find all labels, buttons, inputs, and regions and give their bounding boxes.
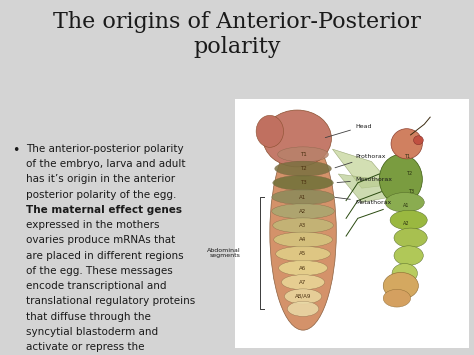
Text: encode transcriptional and: encode transcriptional and xyxy=(26,281,166,291)
Text: A5: A5 xyxy=(300,251,307,256)
Text: A8/A9: A8/A9 xyxy=(295,294,311,299)
Text: The origins of Anterior-Posterior
polarity: The origins of Anterior-Posterior polari… xyxy=(53,11,421,58)
Text: A1: A1 xyxy=(403,203,410,208)
Text: activate or repress the: activate or repress the xyxy=(26,342,145,352)
Ellipse shape xyxy=(273,175,333,190)
FancyBboxPatch shape xyxy=(235,99,469,348)
Text: A3: A3 xyxy=(300,223,307,228)
Ellipse shape xyxy=(270,135,336,330)
Text: A6: A6 xyxy=(300,266,307,271)
Ellipse shape xyxy=(263,110,331,167)
Text: are placed in different regions: are placed in different regions xyxy=(26,251,184,261)
Text: expressed in the mothers: expressed in the mothers xyxy=(26,220,160,230)
Text: T2: T2 xyxy=(406,171,412,176)
Ellipse shape xyxy=(287,301,319,316)
Text: Metathorax: Metathorax xyxy=(335,197,392,205)
Ellipse shape xyxy=(282,275,325,290)
Ellipse shape xyxy=(379,154,422,204)
Text: A1: A1 xyxy=(300,195,307,200)
Text: T1: T1 xyxy=(404,154,410,159)
Text: syncytial blastoderm and: syncytial blastoderm and xyxy=(26,327,158,337)
Ellipse shape xyxy=(390,210,427,230)
Text: T3: T3 xyxy=(300,180,306,185)
Text: of the embryo, larva and adult: of the embryo, larva and adult xyxy=(26,159,185,169)
Ellipse shape xyxy=(276,246,330,261)
Text: A2: A2 xyxy=(300,209,307,214)
Ellipse shape xyxy=(383,273,419,299)
Text: has it’s origin in the anterior: has it’s origin in the anterior xyxy=(26,174,175,184)
Ellipse shape xyxy=(394,246,423,266)
Text: that diffuse through the: that diffuse through the xyxy=(26,312,151,322)
Ellipse shape xyxy=(273,232,332,247)
Text: T2: T2 xyxy=(300,166,306,171)
Polygon shape xyxy=(332,149,391,188)
Ellipse shape xyxy=(391,129,422,159)
Ellipse shape xyxy=(256,115,283,147)
Ellipse shape xyxy=(278,147,328,162)
Text: ovaries produce mRNAs that: ovaries produce mRNAs that xyxy=(26,235,175,245)
Text: The maternal effect genes: The maternal effect genes xyxy=(26,205,182,215)
Ellipse shape xyxy=(392,263,418,283)
Text: Prothorax: Prothorax xyxy=(335,154,386,168)
Text: Head: Head xyxy=(325,124,373,138)
Polygon shape xyxy=(338,174,391,202)
Text: •: • xyxy=(12,144,19,157)
Text: translational regulatory proteins: translational regulatory proteins xyxy=(26,296,195,306)
Text: of the egg. These messages: of the egg. These messages xyxy=(26,266,173,276)
Ellipse shape xyxy=(394,228,427,248)
Ellipse shape xyxy=(272,190,334,204)
Text: posterior polarity of the egg.: posterior polarity of the egg. xyxy=(26,190,176,200)
Text: Mesothorax: Mesothorax xyxy=(337,177,393,182)
Ellipse shape xyxy=(385,193,424,212)
Text: The anterior-posterior polarity: The anterior-posterior polarity xyxy=(26,144,184,154)
Ellipse shape xyxy=(279,261,328,275)
Ellipse shape xyxy=(275,161,331,176)
Text: Abdominal
segments: Abdominal segments xyxy=(207,247,240,258)
Text: A4: A4 xyxy=(300,237,307,242)
Text: T3: T3 xyxy=(408,189,414,194)
Ellipse shape xyxy=(272,204,334,219)
Text: A2: A2 xyxy=(403,221,410,226)
Text: T1: T1 xyxy=(300,152,306,157)
Ellipse shape xyxy=(273,218,333,233)
Ellipse shape xyxy=(413,136,423,145)
Ellipse shape xyxy=(284,289,322,304)
Ellipse shape xyxy=(383,289,410,307)
Text: A7: A7 xyxy=(300,280,307,285)
